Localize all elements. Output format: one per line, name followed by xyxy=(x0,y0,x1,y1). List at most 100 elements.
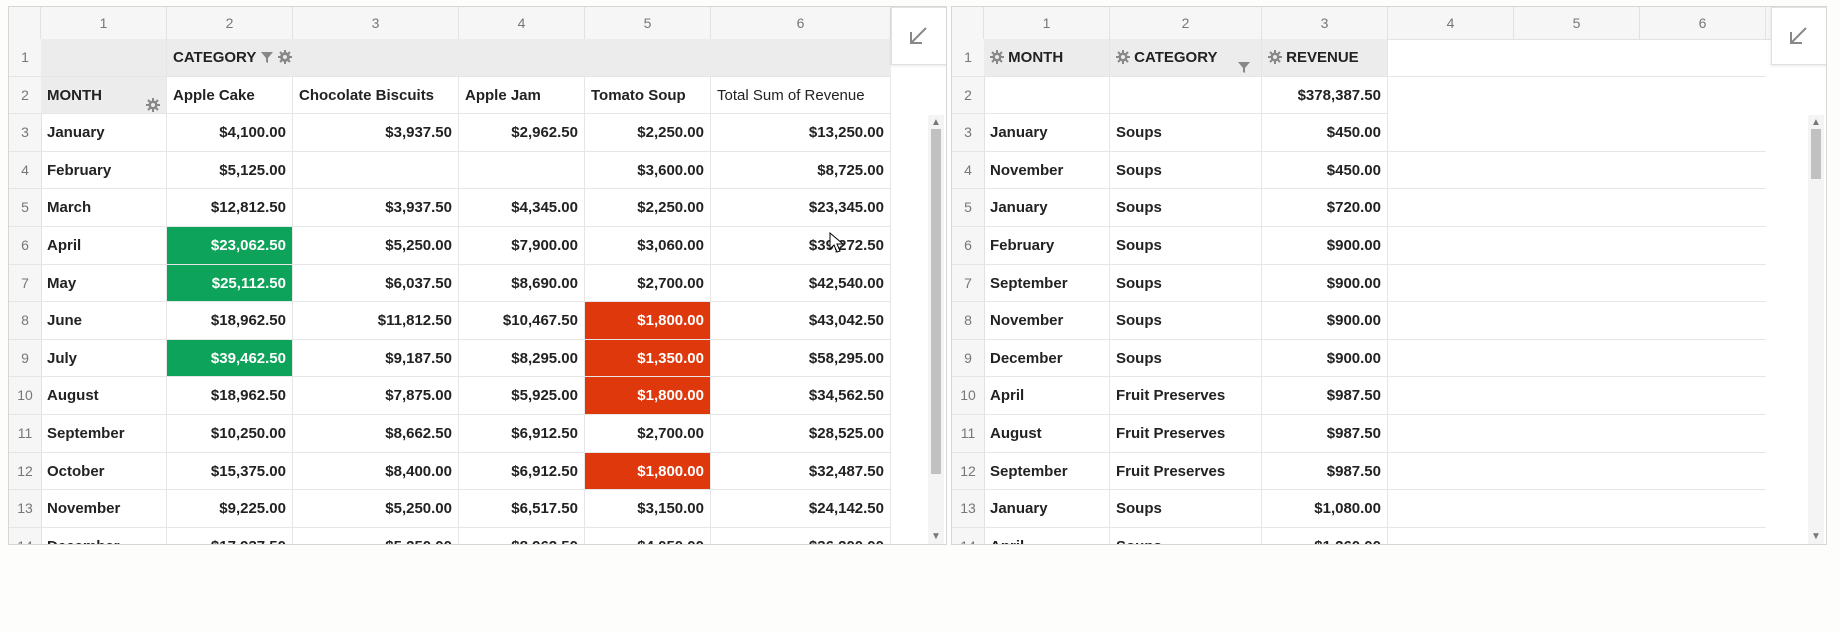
collapse-panel-button[interactable] xyxy=(1771,7,1826,65)
scrollbar-thumb[interactable] xyxy=(931,129,941,474)
pivot-value-cell[interactable]: $23,062.50 xyxy=(167,227,293,265)
pivot-value-cell[interactable]: $42,540.00 xyxy=(711,264,891,303)
revenue-cell[interactable]: $900.00 xyxy=(1262,339,1388,378)
pivot-value-cell[interactable]: $13,250.00 xyxy=(711,114,891,152)
pivot-value-cell[interactable]: $5,925.00 xyxy=(459,377,585,415)
row-month-label[interactable]: November xyxy=(41,490,167,528)
category-field-header[interactable]: CATEGORY xyxy=(1110,39,1262,77)
month-field-header[interactable]: MONTH xyxy=(41,76,167,115)
month-cell[interactable]: December xyxy=(984,339,1110,378)
month-cell[interactable]: August xyxy=(984,415,1110,453)
category-cell[interactable]: Soups xyxy=(1110,227,1262,265)
category-cell[interactable]: Soups xyxy=(1110,490,1262,528)
gear-icon[interactable] xyxy=(146,89,160,112)
pivot-value-cell[interactable] xyxy=(293,151,459,190)
column-header-chocolate-biscuits[interactable]: Chocolate Biscuits xyxy=(293,76,459,115)
pivot-value-cell[interactable]: $1,350.00 xyxy=(585,339,711,378)
pivot-value-cell[interactable]: $39,462.50 xyxy=(167,339,293,378)
pivot-value-cell[interactable]: $2,250.00 xyxy=(585,189,711,227)
gear-icon[interactable] xyxy=(1268,41,1282,64)
revenue-cell[interactable]: $900.00 xyxy=(1262,227,1388,265)
pivot-value-cell[interactable]: $58,295.00 xyxy=(711,339,891,378)
column-header-total[interactable]: Total Sum of Revenue xyxy=(711,76,891,115)
pivot-value-cell[interactable]: $5,125.00 xyxy=(167,151,293,190)
pivot-value-cell[interactable]: $6,037.50 xyxy=(293,264,459,303)
pivot-value-cell[interactable]: $8,962.50 xyxy=(459,527,585,544)
scrollbar-thumb[interactable] xyxy=(1811,129,1821,179)
pivot-value-cell[interactable]: $3,060.00 xyxy=(585,227,711,265)
pivot-value-cell[interactable]: $2,250.00 xyxy=(585,114,711,152)
pivot-value-cell[interactable]: $6,912.50 xyxy=(459,452,585,491)
pivot-value-cell[interactable]: $10,250.00 xyxy=(167,415,293,453)
gear-icon[interactable] xyxy=(1116,41,1130,64)
pivot-value-cell[interactable]: $4,050.00 xyxy=(585,527,711,544)
pivot-value-cell[interactable]: $17,937.50 xyxy=(167,527,293,544)
category-cell[interactable]: Soups xyxy=(1110,302,1262,340)
month-field-header[interactable]: MONTH xyxy=(984,39,1110,77)
category-field-header[interactable]: CATEGORY xyxy=(167,39,891,77)
pivot-value-cell[interactable]: $6,912.50 xyxy=(459,415,585,453)
pivot-value-cell[interactable]: $7,875.00 xyxy=(293,377,459,415)
pivot-value-cell[interactable]: $2,700.00 xyxy=(585,415,711,453)
pivot-value-cell[interactable]: $25,112.50 xyxy=(167,264,293,303)
column-header-apple-jam[interactable]: Apple Jam xyxy=(459,76,585,115)
gear-icon[interactable] xyxy=(990,41,1004,64)
pivot-value-cell[interactable]: $24,142.50 xyxy=(711,490,891,528)
row-month-label[interactable]: April xyxy=(41,227,167,265)
category-cell[interactable]: Fruit Preserves xyxy=(1110,377,1262,415)
revenue-field-header[interactable]: REVENUE xyxy=(1262,39,1388,77)
revenue-cell[interactable]: $450.00 xyxy=(1262,114,1388,152)
category-cell[interactable]: Fruit Preserves xyxy=(1110,452,1262,491)
revenue-cell[interactable]: $720.00 xyxy=(1262,189,1388,227)
pivot-value-cell[interactable]: $6,517.50 xyxy=(459,490,585,528)
row-month-label[interactable]: July xyxy=(41,339,167,378)
pivot-value-cell[interactable]: $15,375.00 xyxy=(167,452,293,491)
category-cell[interactable]: Soups xyxy=(1110,189,1262,227)
row-month-label[interactable]: March xyxy=(41,189,167,227)
pivot-value-cell[interactable]: $8,295.00 xyxy=(459,339,585,378)
vertical-scrollbar[interactable]: ▲ ▼ xyxy=(1808,115,1824,544)
pivot-value-cell[interactable]: $5,250.00 xyxy=(293,227,459,265)
pivot-value-cell[interactable]: $3,150.00 xyxy=(585,490,711,528)
month-cell[interactable]: February xyxy=(984,227,1110,265)
revenue-cell[interactable]: $987.50 xyxy=(1262,415,1388,453)
month-cell[interactable]: September xyxy=(984,452,1110,491)
pivot-value-cell[interactable]: $43,042.50 xyxy=(711,302,891,340)
revenue-cell[interactable]: $987.50 xyxy=(1262,377,1388,415)
collapse-panel-button[interactable] xyxy=(891,7,946,65)
pivot-value-cell[interactable]: $3,937.50 xyxy=(293,189,459,227)
pivot-value-cell[interactable]: $32,487.50 xyxy=(711,452,891,491)
pivot-value-cell[interactable]: $3,937.50 xyxy=(293,114,459,152)
pivot-value-cell[interactable]: $9,225.00 xyxy=(167,490,293,528)
pivot-value-cell[interactable]: $28,525.00 xyxy=(711,415,891,453)
revenue-cell[interactable]: $987.50 xyxy=(1262,452,1388,491)
pivot-value-cell[interactable]: $9,187.50 xyxy=(293,339,459,378)
filter-icon[interactable] xyxy=(1237,51,1251,73)
month-cell[interactable]: April xyxy=(984,377,1110,415)
pivot-value-cell[interactable]: $8,400.00 xyxy=(293,452,459,491)
pivot-value-cell[interactable]: $1,800.00 xyxy=(585,452,711,491)
column-header-tomato-soup[interactable]: Tomato Soup xyxy=(585,76,711,115)
revenue-cell[interactable]: $900.00 xyxy=(1262,264,1388,303)
month-cell[interactable]: November xyxy=(984,302,1110,340)
scroll-up-arrow-icon[interactable]: ▲ xyxy=(1811,117,1821,128)
vertical-scrollbar[interactable]: ▲ ▼ xyxy=(928,115,944,544)
category-cell[interactable]: Soups xyxy=(1110,151,1262,190)
category-cell[interactable]: Soups xyxy=(1110,339,1262,378)
pivot-value-cell[interactable]: $1,800.00 xyxy=(585,302,711,340)
pivot-value-cell[interactable]: $4,100.00 xyxy=(167,114,293,152)
scroll-up-arrow-icon[interactable]: ▲ xyxy=(931,117,941,128)
pivot-value-cell[interactable]: $2,700.00 xyxy=(585,264,711,303)
row-month-label[interactable]: June xyxy=(41,302,167,340)
category-cell[interactable]: Soups xyxy=(1110,264,1262,303)
pivot-value-cell[interactable]: $10,467.50 xyxy=(459,302,585,340)
category-cell[interactable]: Soups xyxy=(1110,114,1262,152)
month-cell[interactable]: April xyxy=(984,527,1110,544)
column-header-apple-cake[interactable]: Apple Cake xyxy=(167,76,293,115)
revenue-cell[interactable]: $450.00 xyxy=(1262,151,1388,190)
pivot-value-cell[interactable]: $5,250.00 xyxy=(293,490,459,528)
filter-icon[interactable] xyxy=(260,41,274,63)
row-month-label[interactable]: February xyxy=(41,151,167,190)
row-month-label[interactable]: December xyxy=(41,527,167,544)
category-cell[interactable]: Soups xyxy=(1110,527,1262,544)
